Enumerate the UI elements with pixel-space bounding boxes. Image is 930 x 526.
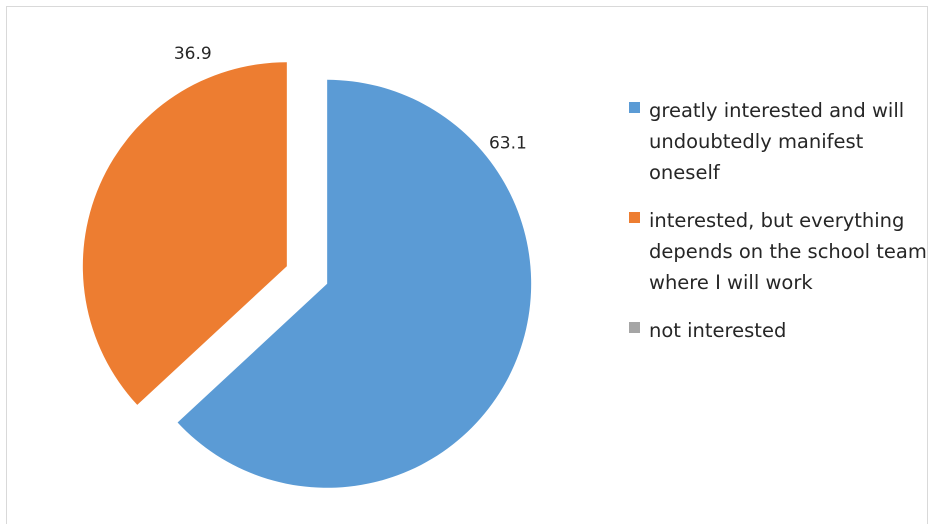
data-label: 63.1 — [489, 134, 527, 154]
legend-label: not interested — [649, 319, 787, 342]
legend-label: greatly interested and will undoubtedly … — [649, 99, 905, 184]
pie-slice — [177, 79, 532, 488]
pie-chart: 63.1 36.9 — [82, 44, 532, 488]
legend-swatch — [629, 322, 640, 333]
legend-item: interested, but everything depends on th… — [629, 205, 929, 298]
legend-swatch — [629, 102, 640, 113]
pie-slice — [82, 62, 287, 405]
legend-label: interested, but everything depends on th… — [649, 209, 927, 294]
chart-area: 63.1 36.9 greatly interested and will und… — [6, 6, 928, 524]
legend-item: not interested — [629, 315, 929, 346]
legend: greatly interested and will undoubtedly … — [629, 95, 929, 363]
data-label: 36.9 — [174, 44, 212, 64]
legend-item: greatly interested and will undoubtedly … — [629, 95, 929, 188]
legend-swatch — [629, 212, 640, 223]
